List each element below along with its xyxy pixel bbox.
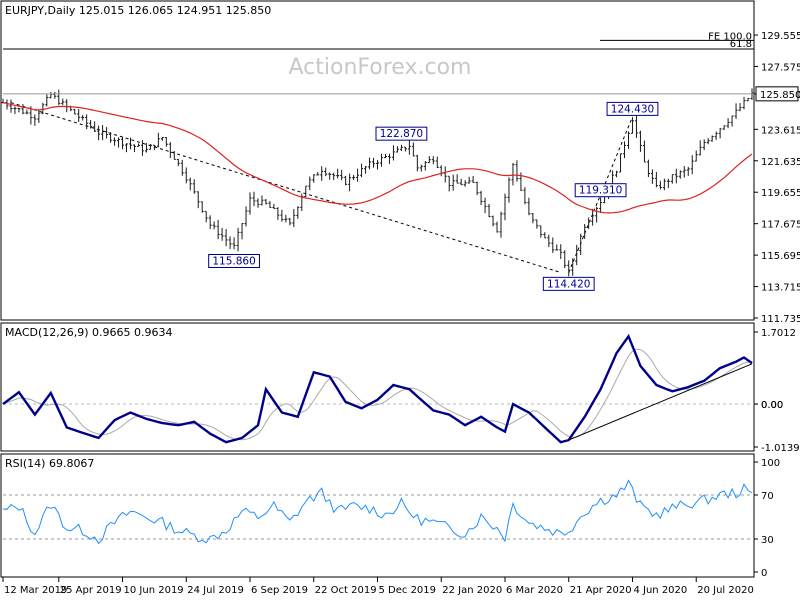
x-tick-label: 22 Oct 2019 <box>315 585 377 596</box>
x-tick-label: 25 Apr 2019 <box>60 585 122 596</box>
rsi-tick-label: 70 <box>761 491 774 502</box>
price-tick-label: 127.575 <box>761 62 800 73</box>
macd-panel-frame <box>0 322 755 452</box>
price-tick-label: 113.715 <box>761 283 800 294</box>
moving-average-line <box>2 102 753 214</box>
price-tick-label: 111.735 <box>761 314 800 325</box>
price-tick-label: 115.695 <box>761 251 800 262</box>
x-tick-label: 6 Sep 2019 <box>251 585 308 596</box>
annotation-label: 114.420 <box>547 278 590 290</box>
rsi-tick-label: 100 <box>761 458 780 469</box>
macd-panel: MACD(12,26,9) 0.9665 0.9634 1.70120.000.… <box>0 322 800 454</box>
annotation-box <box>574 183 627 198</box>
last-price-label: 125.850 <box>760 90 800 101</box>
price-y-axis: 129.555 127.575 125.850 123.615 121.635 119.6… <box>754 31 800 325</box>
x-tick-label: 12 Mar 2019 <box>4 585 67 596</box>
fib-label: 61.8 <box>730 39 752 50</box>
macd-tick-label: 1.7012 <box>761 328 796 339</box>
x-tick-label: 6 Mar 2020 <box>506 585 563 596</box>
x-tick-label: 10 Jun 2019 <box>124 585 184 596</box>
x-tick-label: 4 Jun 2020 <box>633 585 687 596</box>
rsi-y-axis: 100 70 30 0 <box>3 458 780 579</box>
price-candles <box>1 88 754 277</box>
rsi-tick-label: 30 <box>761 535 774 546</box>
annotation-box <box>208 253 260 268</box>
macd-lines <box>2 333 753 444</box>
price-tick-label: 129.555 <box>761 31 800 42</box>
fib-label: FE 100.0 <box>708 31 752 42</box>
macd-title: MACD(12,26,9) 0.9665 0.9634 <box>5 326 173 339</box>
watermark: ActionForex.com <box>289 55 472 80</box>
moving-average <box>2 102 753 214</box>
rsi-tick-label: 0 <box>761 568 767 579</box>
x-tick-label: 22 Jan 2020 <box>442 585 502 596</box>
annotation-label: 122.870 <box>380 128 423 140</box>
last-price-box <box>755 86 799 102</box>
price-tick-label: 121.635 <box>761 157 800 168</box>
last-price-marker: 125.850 <box>3 86 800 102</box>
price-tick-label: 123.615 <box>761 125 800 136</box>
annotation-label: 124.430 <box>611 103 654 115</box>
price-tick-label: 117.675 <box>761 220 800 231</box>
price-annotations: 115.860 122.870 124.430 119.310 114.420 <box>208 101 659 291</box>
macd-trend-line <box>568 363 753 441</box>
price-title: EURJPY,Daily 125.015 126.065 124.951 125… <box>5 4 271 17</box>
price-tick-label: 119.655 <box>761 188 800 199</box>
annotation-box <box>542 276 595 291</box>
x-tick-label: 5 Dec 2019 <box>379 585 437 596</box>
macd-tick-label: 0.00 <box>761 400 783 411</box>
rsi-title: RSI(14) 69.8067 <box>5 457 94 470</box>
x-tick-label: 20 Jul 2020 <box>697 585 754 596</box>
macd-tick-label: -1.0139 <box>761 443 800 454</box>
annotation-box <box>375 126 428 141</box>
rsi-lines <box>2 479 753 545</box>
signal-line <box>2 348 753 441</box>
x-tick-label: 21 Apr 2020 <box>570 585 632 596</box>
macd-tick-label: 0.00 <box>761 400 783 411</box>
rsi-line <box>2 479 753 545</box>
annotation-box <box>606 101 659 116</box>
price-panel: EURJPY,Daily 125.015 126.065 124.951 125… <box>0 0 800 325</box>
fib-levels: FE 100.061.8 <box>3 31 754 50</box>
macd-line <box>2 333 753 444</box>
x-tick-label: 24 Jul 2019 <box>187 585 244 596</box>
annotation-label: 115.860 <box>212 255 255 267</box>
rsi-panel: RSI(14) 69.8067 100 70 30 0 <box>0 453 780 579</box>
annotation-label: 119.310 <box>579 185 622 197</box>
